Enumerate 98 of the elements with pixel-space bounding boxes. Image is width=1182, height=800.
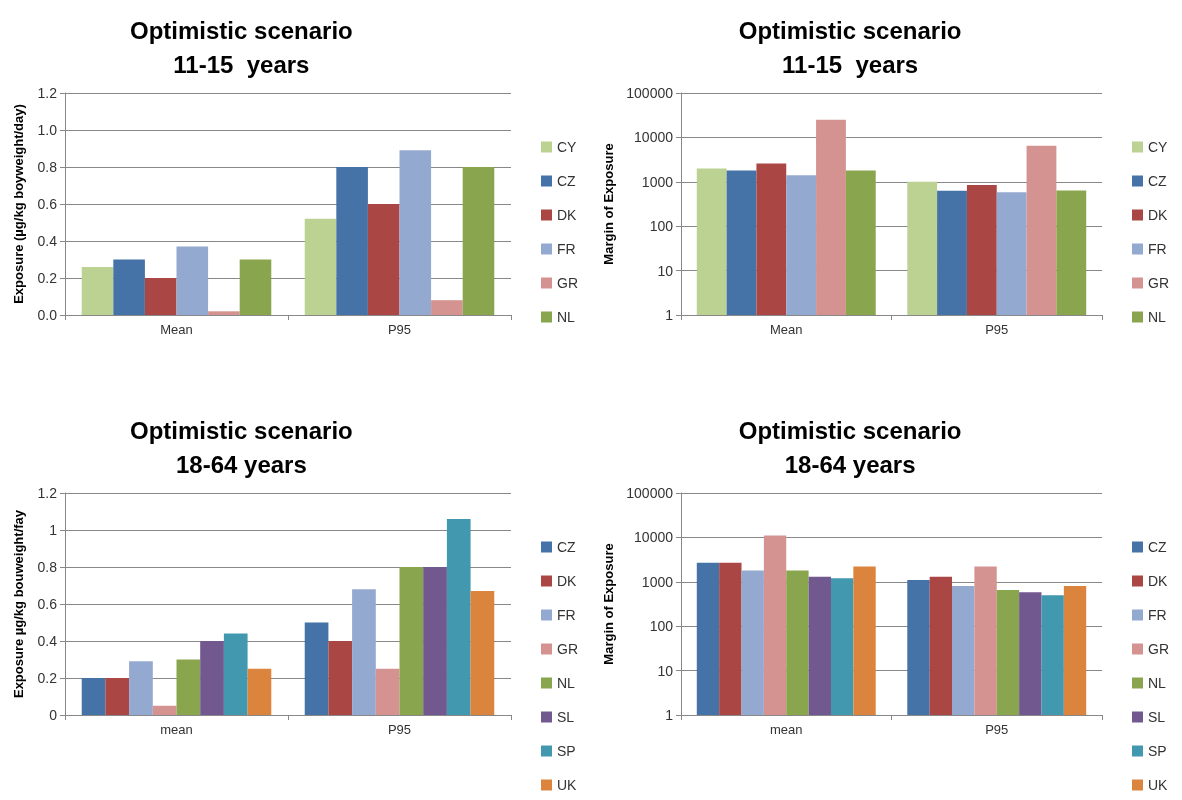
legend-label: SL — [1148, 709, 1166, 725]
bar — [247, 668, 272, 715]
bar — [462, 167, 495, 315]
x-tick-label: mean — [769, 722, 803, 737]
bar — [367, 204, 400, 315]
y-axis-title: Margin of Exposure — [601, 543, 617, 665]
legend-label: UK — [557, 777, 578, 793]
legend-label: NL — [557, 309, 576, 325]
legend-label: GR — [557, 641, 578, 657]
legend-label: DK — [557, 573, 578, 589]
y-tick-label: 0.4 — [37, 633, 58, 649]
legend-label: CY — [557, 139, 578, 155]
legend-label: DK — [1148, 573, 1169, 589]
y-tick-label: 0.8 — [37, 159, 58, 175]
bar — [239, 259, 272, 315]
y-tick-label: 100 — [649, 218, 674, 235]
bar — [399, 150, 432, 315]
y-tick-label: 1 — [665, 707, 674, 723]
legend-label: CZ — [1148, 173, 1168, 189]
bar — [176, 659, 201, 715]
y-tick-label: 1000 — [641, 573, 674, 590]
legend-label: DK — [1148, 207, 1169, 223]
bar — [105, 678, 130, 715]
chart-title: Optimistic scenario 18-64 years — [130, 416, 353, 478]
y-tick-label: 0.6 — [37, 596, 58, 612]
chart-title: Optimistic scenario 11-15 years — [130, 16, 353, 78]
legend-label: NL — [557, 675, 576, 691]
y-tick-label: 1000 — [641, 173, 674, 190]
y-tick-label: 0.6 — [37, 196, 58, 212]
chart-title: Optimistic scenario 11-15 years — [738, 16, 962, 78]
legend-label: DK — [557, 207, 578, 223]
legend-label: SP — [1148, 743, 1167, 759]
y-tick-label: 10 — [657, 262, 674, 279]
bar — [81, 266, 114, 315]
x-tick-label: P95 — [387, 322, 412, 337]
y-tick-label: 0.4 — [37, 233, 58, 249]
bar — [200, 641, 224, 715]
legend-label: CZ — [1148, 539, 1168, 555]
y-tick-label: 10000 — [634, 129, 674, 146]
legend-label: SL — [557, 709, 575, 725]
legend-label: CZ — [557, 173, 577, 189]
legend-label: CZ — [557, 539, 577, 555]
y-tick-label: 1.2 — [37, 85, 58, 101]
bar — [470, 591, 495, 715]
bar — [304, 622, 329, 715]
bar — [81, 678, 106, 715]
bar — [223, 633, 248, 715]
legend-label: UK — [1148, 777, 1169, 793]
y-tick-label: 100000 — [626, 485, 674, 501]
y-tick-label: 0.2 — [37, 670, 58, 686]
legend-label: SP — [557, 743, 576, 759]
y-tick-label: 1 — [665, 307, 674, 323]
y-tick-label: 0 — [49, 707, 58, 723]
legend-label: FR — [1148, 241, 1167, 257]
y-tick-label: 100 — [649, 618, 674, 635]
bar — [304, 218, 337, 315]
y-tick-label: 0.0 — [37, 307, 58, 323]
legend-label: FR — [557, 607, 576, 623]
chart-title: Optimistic scenario 18-64 years — [738, 416, 962, 478]
legend-label: NL — [1148, 675, 1167, 691]
bar — [336, 167, 368, 315]
bar — [152, 705, 177, 715]
y-tick-label: 100000 — [626, 85, 674, 101]
bar — [129, 661, 153, 715]
legend-label: GR — [1148, 275, 1169, 291]
y-tick-label: 1.0 — [37, 122, 58, 138]
x-tick-label: P95 — [985, 322, 1009, 337]
y-tick-label: 1 — [49, 522, 58, 538]
legend-label: CY — [1148, 139, 1169, 155]
y-tick-label: 0.2 — [37, 270, 58, 286]
legend-label: NL — [1148, 309, 1167, 325]
bar — [446, 518, 471, 715]
y-tick-label: 10 — [657, 662, 674, 679]
legend-label: GR — [557, 275, 578, 291]
bar — [113, 259, 145, 315]
bar — [328, 641, 353, 715]
bar — [144, 278, 177, 315]
x-tick-label: Mean — [160, 322, 193, 337]
bar — [352, 589, 376, 715]
bar — [375, 668, 400, 715]
x-tick-label: mean — [160, 722, 193, 737]
x-tick-label: P95 — [985, 722, 1009, 737]
legend-label: FR — [1148, 607, 1167, 623]
y-tick-label: 10000 — [634, 529, 674, 546]
legend-label: GR — [1148, 641, 1169, 657]
y-tick-label: 0.8 — [37, 559, 58, 575]
y-axis-title: Exposure (µg/kg boyweight/day) — [11, 104, 26, 304]
legend-label: FR — [557, 241, 576, 257]
bar — [399, 567, 424, 715]
bar — [176, 246, 209, 315]
bar — [208, 311, 240, 315]
y-axis-title: Margin of Exposure — [601, 143, 617, 265]
x-tick-label: P95 — [387, 722, 412, 737]
y-tick-label: 1.2 — [37, 485, 58, 501]
bar — [431, 300, 463, 315]
x-tick-label: Mean — [769, 322, 803, 337]
y-axis-title: Exposure µg/kg bouweight/fay — [11, 509, 26, 699]
bar — [423, 567, 447, 715]
